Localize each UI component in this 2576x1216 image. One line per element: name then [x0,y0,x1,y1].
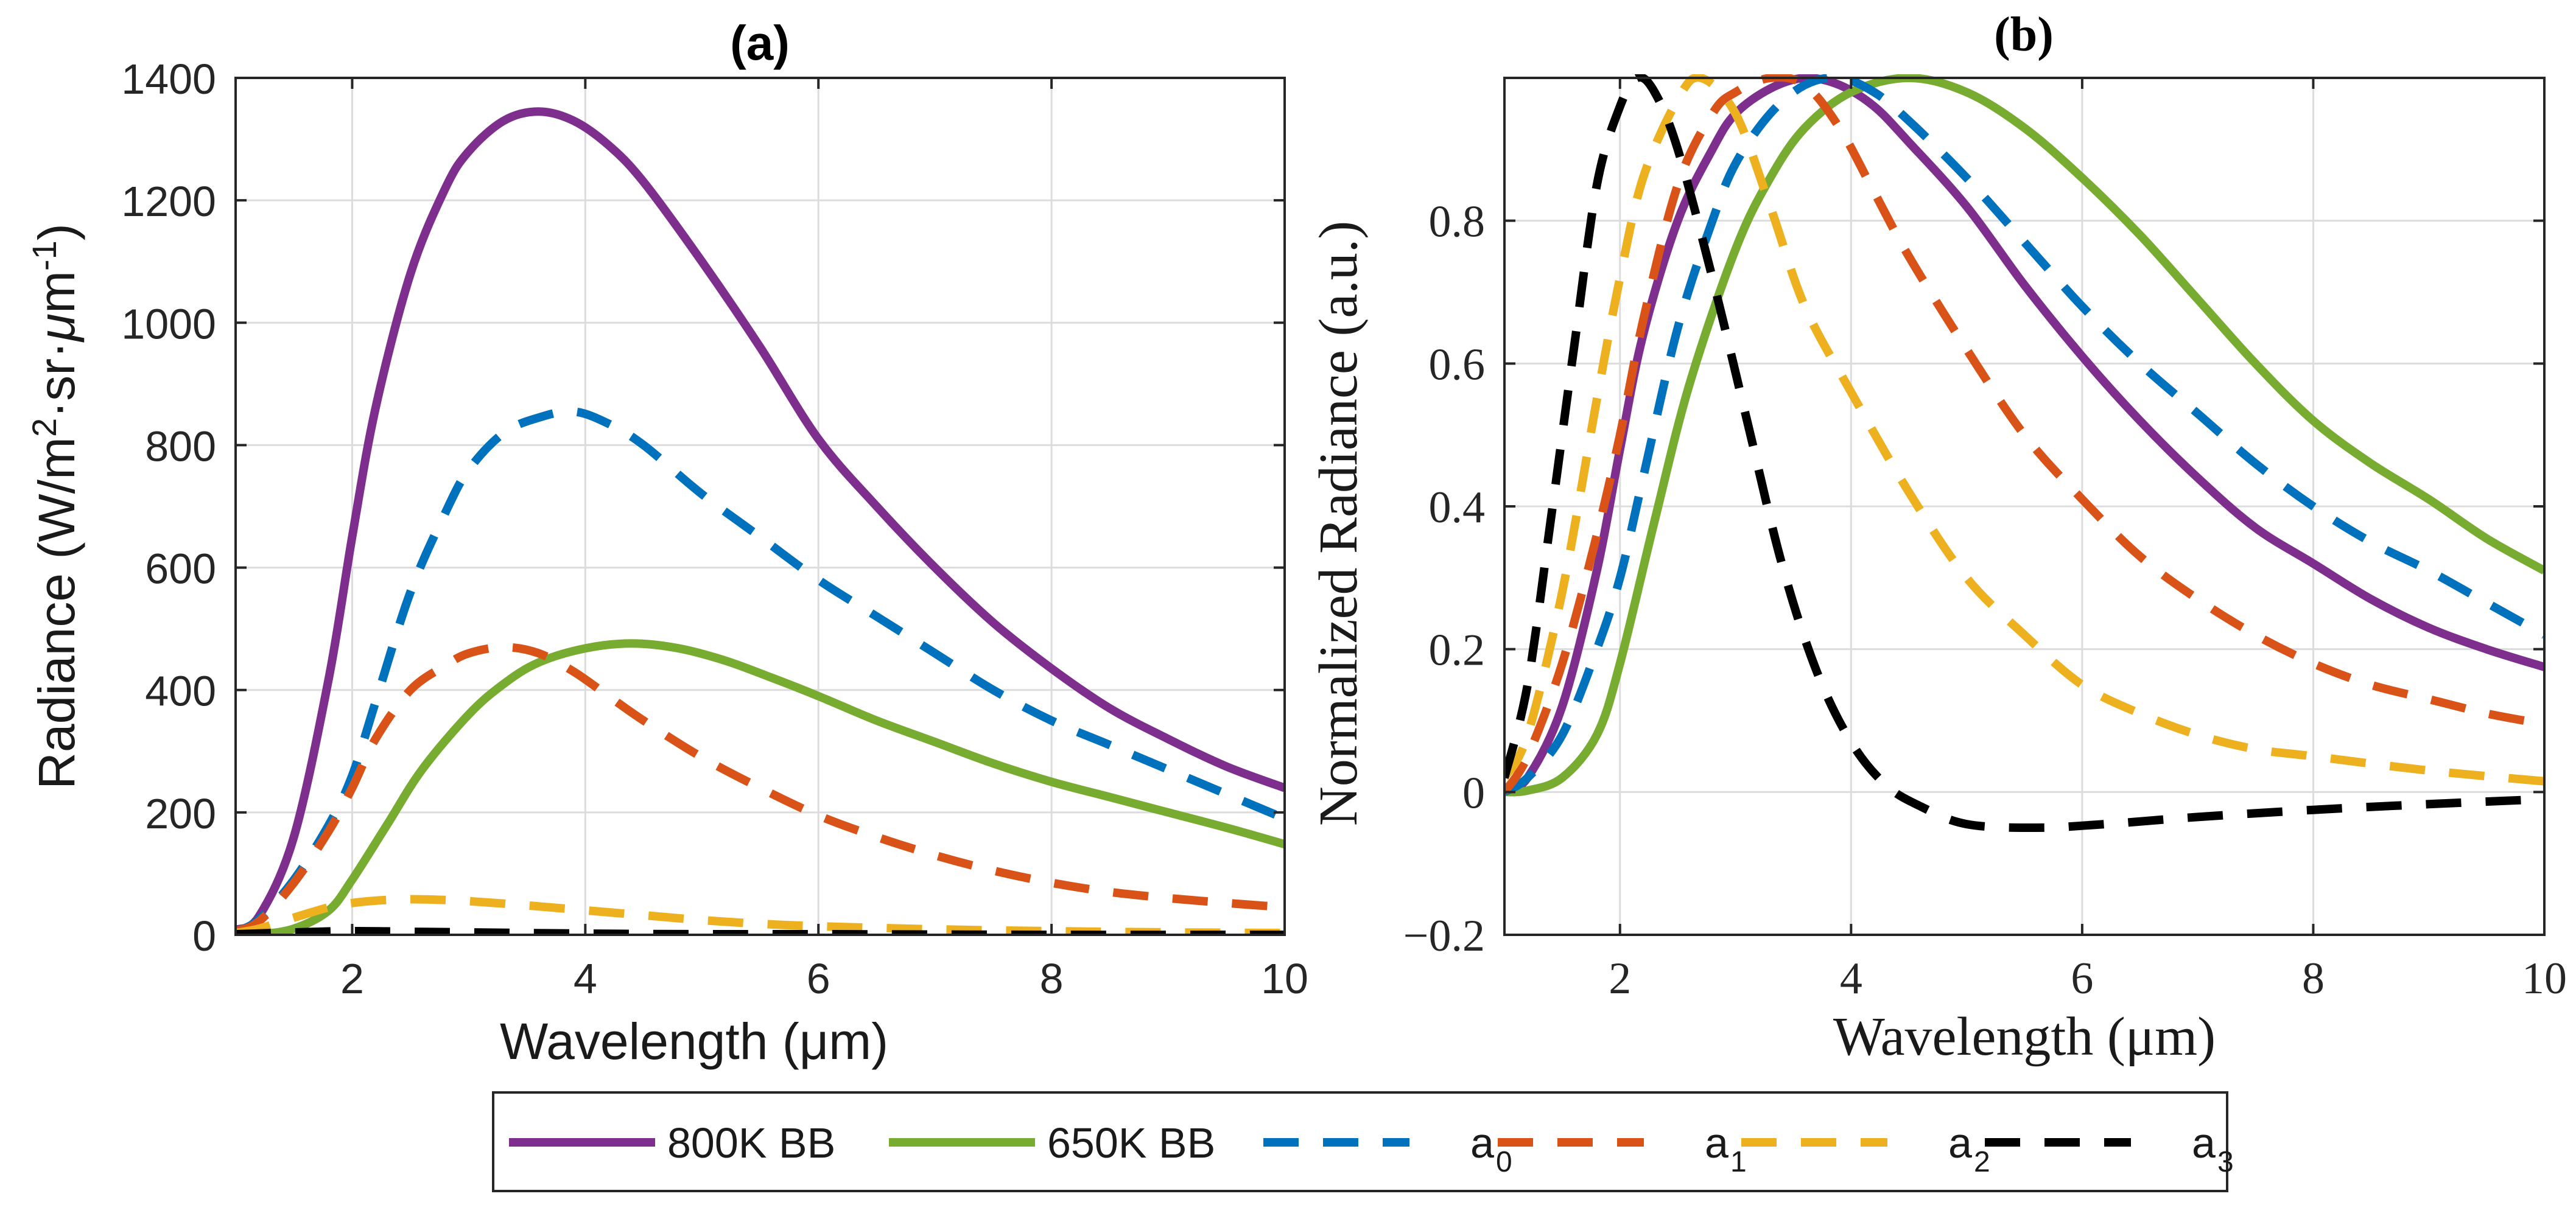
y-tick-label: −0.2 [1403,911,1485,961]
x-tick-label: 4 [1840,954,1862,1004]
legend-box [492,1091,2228,1192]
legend-label-subscript: 2 [1974,1146,1990,1178]
y-tick-label: 400 [145,668,216,715]
y-tick-label: 1400 [121,55,216,103]
x-axis-label-a: Wavelength (μm) [500,1013,888,1070]
y-axis-label-b: Normalized Radiance (a.u.) [1308,221,1369,826]
y-tick-label: 1200 [121,178,216,225]
x-tick-label: 10 [1261,955,1308,1002]
series-line-800k-bb [236,107,1285,934]
x-tick-label: 6 [2071,954,2093,1004]
panel-b: 2 4 6 8 10 −0.2 0 0.2 0.4 0.6 0.8 (b) Wavelength (… [1308,8,2567,1067]
ticks-b: 2 4 6 8 10 −0.2 0 0.2 0.4 0.6 0.8 [1403,78,2567,1004]
y-label-a-sup2: -1 [25,240,63,271]
y-label-a-mu: μ [28,313,85,343]
y-label-a-post2: ) [28,223,85,240]
y-tick-label: 0 [1462,768,1485,818]
y-axis-label-a: Radiance (W/m2·sr·μm-1) [25,223,85,789]
y-label-a-pre: Radiance (W/m [28,437,85,789]
panel-title-a: (a) [730,16,790,70]
y-tick-label: 200 [145,790,216,837]
panel-a: 2 4 6 8 10 0 200 400 600 800 1000 1200 1400 (a) Wave… [25,16,1308,1070]
x-axis-label-b: Wavelength (μm) [1833,1007,2216,1067]
grid-a [236,78,1285,935]
legend-label: a [1705,1119,1728,1167]
y-label-a-post1: m [28,271,85,313]
legend-label: 800K BB [667,1119,835,1167]
legend-label: a [1470,1119,1494,1167]
legend-label-subscript: 1 [1730,1146,1747,1178]
series-line-800k-bb [1504,74,2544,796]
legend-entries: 800K BB 650K BB a 0 a 1 a 2 a 3 [509,1119,2234,1178]
x-tick-label: 2 [1609,954,1631,1004]
series-line-a2 [1504,74,2544,786]
series-line-a0 [236,407,1285,935]
series-b [1504,74,2544,832]
series-line-a1 [1504,74,2544,795]
x-tick-label: 2 [340,955,364,1002]
x-tick-label: 4 [574,955,597,1002]
series-line-a1 [236,643,1285,935]
legend-label: a [1948,1119,1972,1167]
axes-frame-a [234,77,1286,936]
ticks-a: 2 4 6 8 10 0 200 400 600 800 1000 1200 1400 [121,55,1308,1002]
legend: 800K BB 650K BB a 0 a 1 a 2 a 3 [492,1091,2234,1192]
legend-label-subscript: 0 [1496,1146,1512,1178]
y-label-a-mid: ·sr· [28,341,85,418]
y-tick-label: 0.6 [1429,340,1486,390]
y-tick-label: 0.4 [1429,483,1486,533]
series-line-650k-bb [236,639,1285,935]
series-line-a3 [1504,74,2544,832]
y-tick-label: 0 [192,912,216,960]
series-line-a0 [1504,74,2544,796]
x-tick-label: 8 [2302,954,2325,1004]
y-tick-label: 600 [145,545,216,593]
x-tick-label: 10 [2522,954,2567,1004]
y-tick-label: 0.8 [1429,197,1486,247]
x-tick-label: 8 [1040,955,1064,1002]
legend-label: 650K BB [1047,1119,1215,1167]
legend-label-subscript: 3 [2217,1146,2234,1178]
panel-title-b: (b) [1994,8,2054,61]
y-tick-label: 800 [145,422,216,470]
legend-label: a [2192,1119,2216,1167]
y-tick-label: 0.2 [1429,626,1486,676]
y-tick-label: 1000 [121,300,216,348]
x-tick-label: 6 [807,955,830,1002]
y-label-a-sup1: 2 [25,418,63,437]
